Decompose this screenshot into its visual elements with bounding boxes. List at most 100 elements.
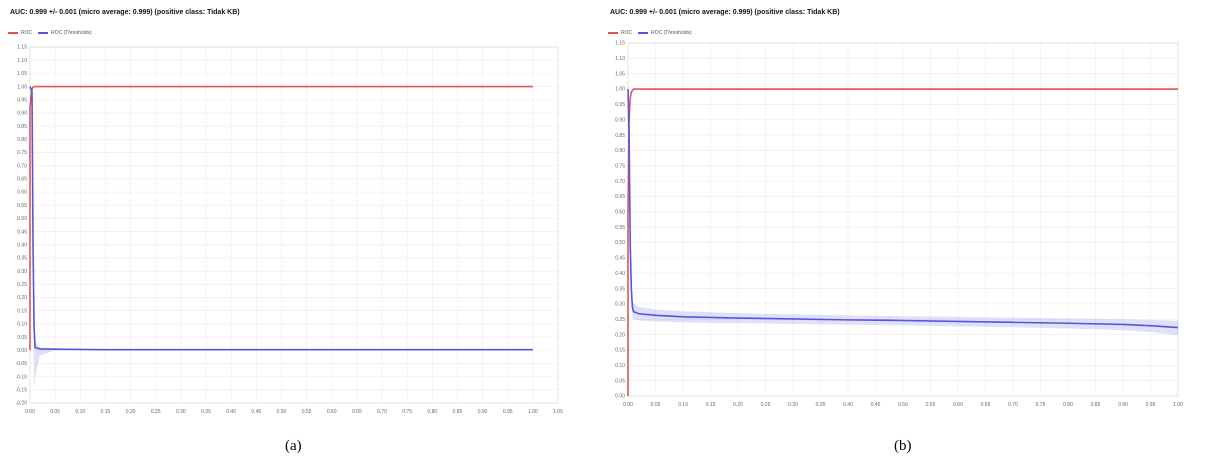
y-tick-label: -0.10 [16,374,28,380]
y-tick-label: 1.10 [615,56,625,62]
x-tick-label: 0.40 [843,402,853,408]
series-line-roc-thresholds [29,86,533,351]
x-tick-label: 0.75 [1036,402,1046,408]
x-tick-label: 0.80 [427,409,437,415]
x-tick-label: 0.30 [176,409,186,415]
x-tick-label: 0.00 [25,409,35,415]
y-tick-label: 0.20 [17,295,27,301]
x-tick-label: 0.70 [377,409,387,415]
y-tick-label: 0.35 [615,286,625,292]
y-tick-label: 0.25 [615,317,625,323]
y-tick-label: 0.15 [615,348,625,354]
x-tick-label: 0.65 [981,402,991,408]
y-tick-label: -0.15 [16,388,28,394]
y-tick-label: 0.30 [615,302,625,308]
x-tick-label: 0.55 [926,402,936,408]
x-tick-label: 0.50 [898,402,908,408]
x-tick-label: 0.60 [953,402,963,408]
x-tick-label: 0.50 [277,409,287,415]
y-tick-label: 0.70 [17,163,27,169]
x-tick-label: 0.85 [453,409,463,415]
y-tick-label: -0.20 [16,401,28,407]
legend-item-roc: ROC [8,30,32,36]
y-tick-label: 0.50 [17,216,27,222]
x-tick-label: 0.25 [151,409,161,415]
y-tick-label: 0.55 [17,203,27,209]
x-tick-label: 0.35 [201,409,211,415]
y-tick-label: -0.05 [16,361,28,367]
x-tick-label: 0.60 [327,409,337,415]
legend-item-roc: ROC [608,30,632,36]
y-tick-label: 0.95 [615,102,625,108]
legend-swatch-roc [8,32,18,34]
y-tick-label: 0.40 [17,242,27,248]
y-tick-label: 1.10 [17,58,27,64]
x-tick-label: 0.95 [1146,402,1156,408]
y-tick-label: 1.00 [17,84,27,90]
x-tick-label: 0.90 [1118,402,1128,408]
figure-caption: (a) [285,438,302,454]
x-tick-label: 0.45 [871,402,881,408]
chart-panel-a: AUC: 0.999 +/- 0.001 (micro average: 0.9… [0,0,590,461]
legend-label: ROC (Thresholds) [651,30,692,36]
y-tick-label: 0.35 [17,256,27,262]
roc-chart-b: 0.00 0.05 0.10 0.15 0.20 0.25 0.30 0.35 0.40 0.45… [615,41,1183,408]
x-tick-label: 0.30 [788,402,798,408]
y-tick-label: 0.15 [17,308,27,314]
y-tick-label: 0.00 [615,394,625,400]
y-tick-label: 0.65 [615,194,625,200]
y-tick-label: 0.10 [615,363,625,369]
y-tick-label: 1.15 [615,41,625,47]
y-tick-label: 0.75 [615,163,625,169]
y-tick-label: 0.20 [615,332,625,338]
chart-legend: ROC ROC (Thresholds) [8,29,98,37]
chart-title: AUC: 0.999 +/- 0.001 (micro average: 0.9… [10,9,240,16]
y-tick-label: 0.10 [17,322,27,328]
legend-label: ROC (Thresholds) [51,30,92,36]
y-tick-label: 0.70 [615,179,625,185]
y-tick-label: 1.05 [615,71,625,77]
y-tick-label: 0.85 [615,133,625,139]
y-tick-label: 0.80 [17,137,27,143]
x-tick-label: 0.80 [1063,402,1073,408]
x-tick-label: 0.15 [101,409,111,415]
y-tick-label: 0.45 [615,256,625,262]
y-tick-label: 0.75 [17,150,27,156]
legend-item-roc-thresholds: ROC (Thresholds) [38,30,92,36]
y-tick-label: 0.50 [615,240,625,246]
y-tick-label: 0.80 [615,148,625,154]
x-tick-label: 0.10 [75,409,85,415]
legend-label: ROC [21,30,33,36]
y-tick-label: 0.25 [17,282,27,288]
y-tick-label: 0.05 [615,378,625,384]
chart-title: AUC: 0.999 +/- 0.001 (micro average: 0.9… [610,9,840,16]
x-tick-label: 0.55 [302,409,312,415]
chart-legend: ROC ROC (Thresholds) [608,29,698,37]
x-tick-label: 0.90 [478,409,488,415]
x-tick-label: 0.15 [706,402,716,408]
x-tick-label: 0.10 [678,402,688,408]
x-tick-label: 0.05 [651,402,661,408]
y-tick-label: 0.45 [17,229,27,235]
legend-item-roc-thresholds: ROC (Thresholds) [638,30,692,36]
x-tick-label: 0.20 [733,402,743,408]
x-tick-label: 1.00 [528,409,538,415]
y-tick-label: 0.60 [17,190,27,196]
legend-swatch-roc-thresholds [38,32,49,34]
roc-chart-a: -0.20 -0.15 -0.10 -0.05 0.00 0.05 0.10 0.15 0.20… [16,45,563,415]
y-tick-label: 0.30 [17,269,27,275]
y-tick-label: 0.65 [17,177,27,183]
y-tick-label: 1.15 [17,45,27,51]
y-tick-label: 0.40 [615,271,625,277]
y-tick-label: 0.90 [17,111,27,117]
legend-swatch-roc [608,32,618,34]
x-tick-label: 0.20 [126,409,136,415]
y-tick-label: 1.05 [17,71,27,77]
x-tick-label: 0.40 [226,409,236,415]
x-tick-label: 0.45 [251,409,261,415]
y-tick-label: 1.00 [615,87,625,93]
x-tick-label: 0.25 [761,402,771,408]
legend-swatch-roc-thresholds [638,32,649,34]
series-line-roc [627,88,1178,396]
series-line-roc-thresholds [627,89,1179,329]
